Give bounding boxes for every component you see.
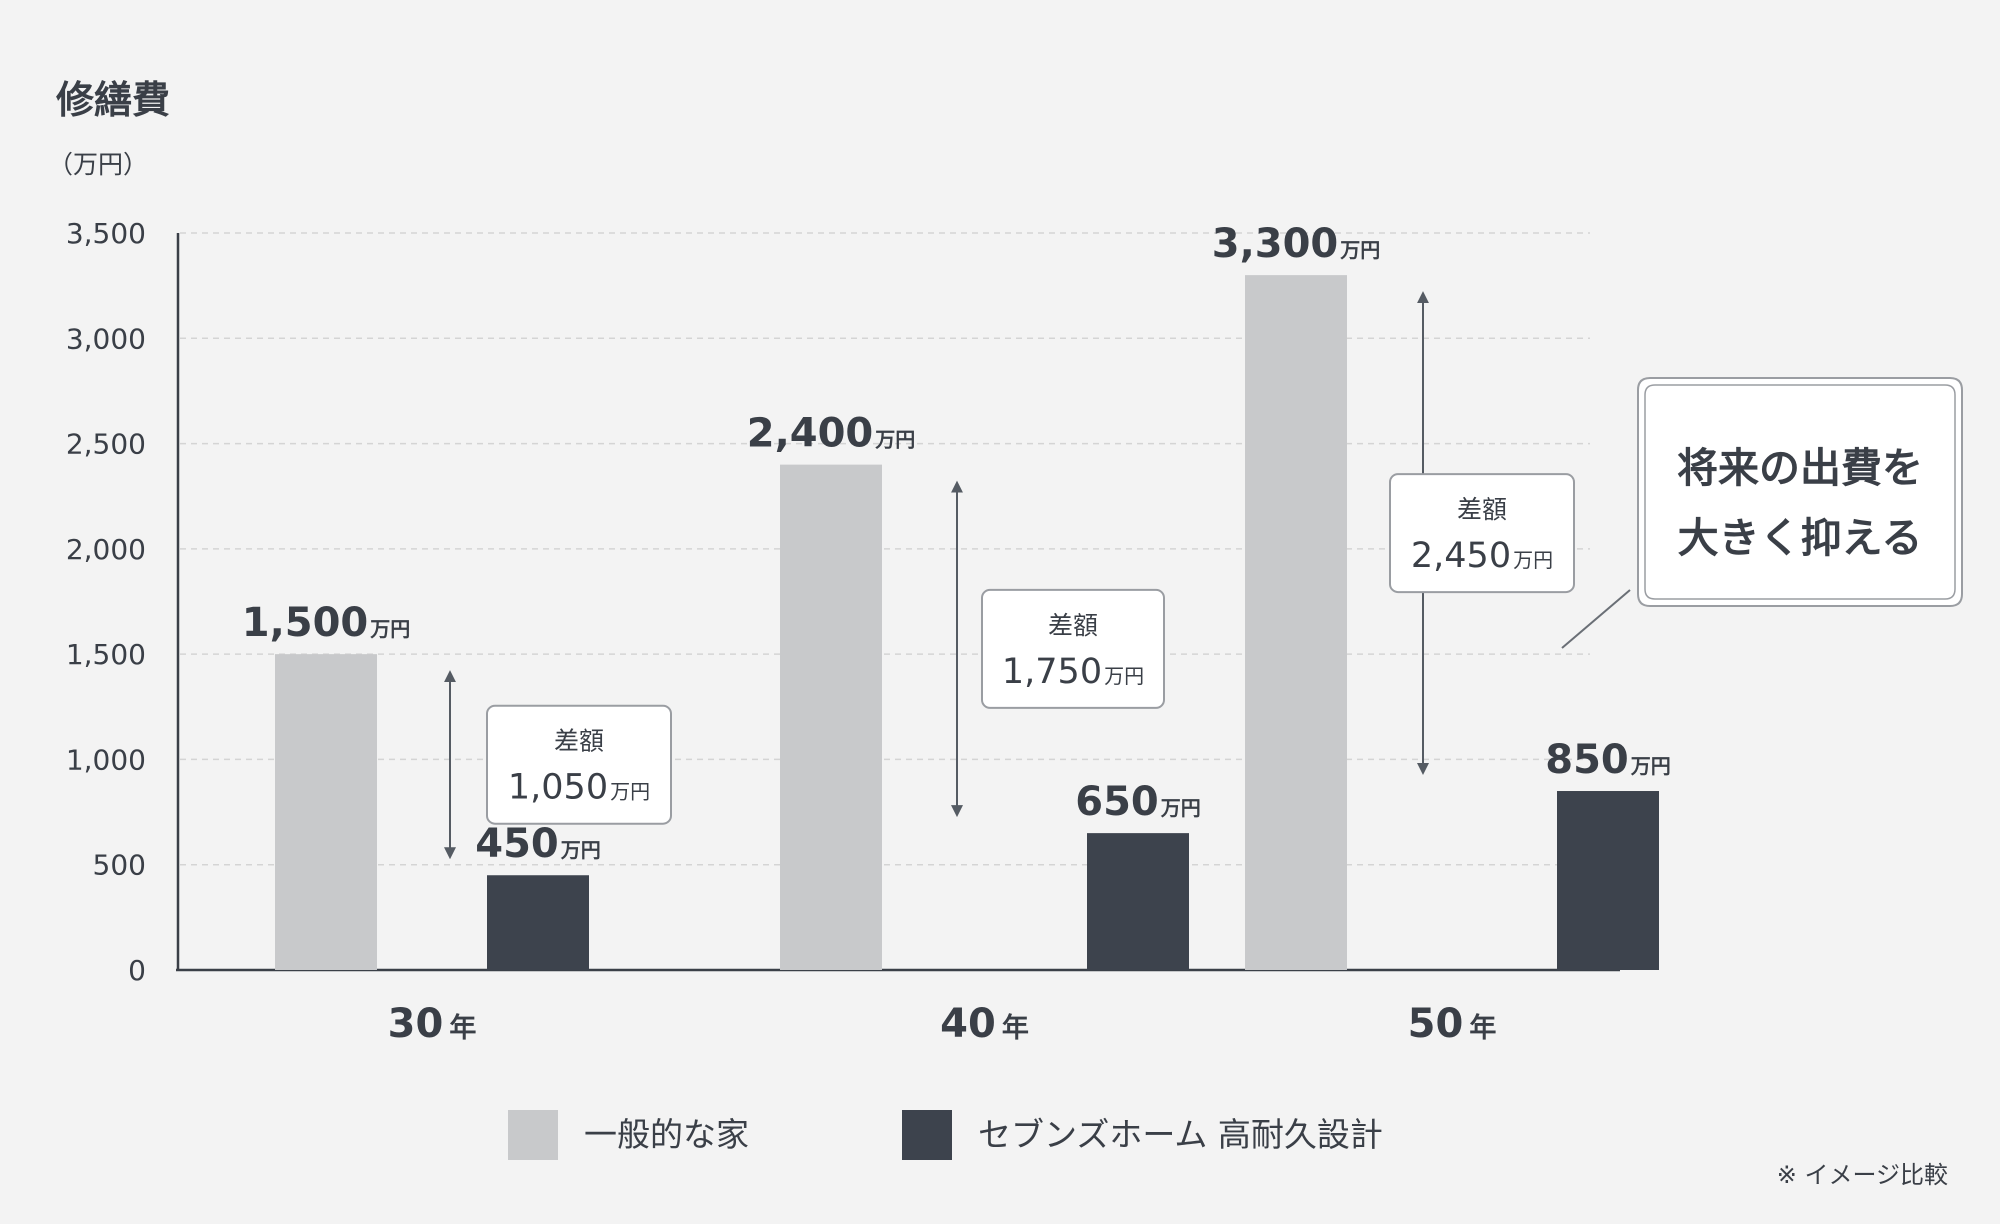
difference-value: 2,450 万円 [1411, 536, 1553, 576]
bar-value-label: 650 万円 [1075, 779, 1201, 825]
difference-box [981, 588, 1165, 709]
y-tick-label: 500 [93, 849, 146, 882]
gridlines [180, 232, 1590, 866]
callout-line-1: 将来の出費を [1677, 444, 1923, 492]
bar-sevens-home [487, 875, 589, 970]
bar-value-label: 3,300 万円 [1212, 221, 1381, 267]
bar-value-label: 450 万円 [475, 821, 601, 867]
bar-general-house [1245, 275, 1347, 971]
bar-value-labels: 1,500 万円 450 万円 2,400 万円 650 万円 3,300 万円 850 万円 [242, 221, 1671, 867]
y-tick-label: 2,500 [66, 428, 146, 461]
y-tick-label: 1,000 [66, 743, 146, 776]
y-tick-label: 3,000 [66, 322, 146, 355]
difference-box [486, 704, 672, 825]
callout-pointer-line [1561, 589, 1631, 649]
bar-value-label: 850 万円 [1545, 737, 1671, 783]
legend-swatch-sevens-home [902, 1110, 952, 1160]
callout-bubble: 将来の出費を 大きく抑える [1561, 377, 1963, 649]
y-axis-unit-label: （万円） [48, 150, 148, 179]
y-tick-label: 3,500 [66, 217, 146, 250]
difference-value: 1,750 万円 [1002, 652, 1144, 692]
y-tick-label: 2,000 [66, 533, 146, 566]
bar-general-house [275, 654, 377, 970]
bar-sevens-home [1557, 791, 1659, 970]
bar-general-house [780, 464, 882, 970]
y-tick-label: 0 [128, 954, 146, 987]
x-category-label: 50 年 [1408, 1001, 1497, 1047]
x-category-label: 30 年 [388, 1001, 477, 1047]
callout-line-2: 大きく抑える [1678, 514, 1923, 562]
bars [275, 275, 1659, 971]
chart-title: 修繕費 [56, 78, 170, 122]
difference-label: 差額 [1457, 495, 1507, 524]
legend-label-sevens-home: セブンズホーム 高耐久設計 [978, 1115, 1383, 1154]
image-comparison-note: ※ イメージ比較 [1777, 1161, 1948, 1189]
y-tick-label: 1,500 [66, 638, 146, 671]
difference-label: 差額 [554, 727, 604, 756]
bar-value-label: 1,500 万円 [242, 600, 411, 646]
x-category-label: 40 年 [940, 1001, 1029, 1047]
bar-value-label: 2,400 万円 [747, 411, 916, 457]
y-axis-tick-labels: 0 500 1,000 1,500 2,000 2,500 3,000 3,500 [66, 217, 146, 987]
difference-box [1389, 473, 1575, 594]
legend-swatch-general-house [508, 1110, 558, 1160]
legend: 一般的な家 セブンズホーム 高耐久設計 [508, 1110, 1383, 1160]
callout-bubble-inner [1644, 384, 1956, 600]
legend-label-general-house: 一般的な家 [584, 1115, 749, 1154]
bar-sevens-home [1087, 833, 1189, 970]
difference-value: 1,050 万円 [508, 768, 650, 808]
x-axis-category-labels: 30 年 40 年 50 年 [388, 1001, 1497, 1047]
difference-label: 差額 [1048, 611, 1098, 640]
